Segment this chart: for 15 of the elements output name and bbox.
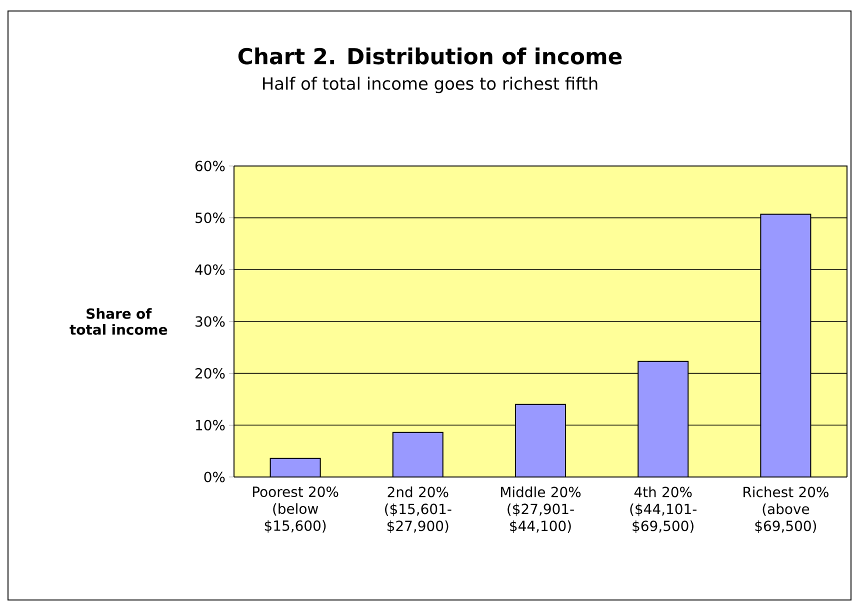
chart-subtitle: Half of total income goes to richest fifth <box>263 76 598 94</box>
y-tick-label: 30% <box>196 316 225 327</box>
y-tick-label: 50% <box>196 212 225 224</box>
x-tick-label: Poorest 20% (below $15,600) <box>252 486 338 533</box>
y-axis-title: Share of total income <box>70 308 168 335</box>
y-tick-label: 0% <box>204 472 225 482</box>
y-tick-label: 10% <box>196 420 225 430</box>
chart-title: Chart 2. Distribution of income <box>238 48 622 64</box>
x-tick-label: 2nd 20% ($15,601- $27,900) <box>385 486 452 534</box>
y-tick-label: 40% <box>195 264 225 275</box>
x-tick-label: 4th 20% ($44,101- $69,500) <box>630 486 696 534</box>
x-tick-label: Middle 20% ($27,901- $44,100) <box>501 486 581 534</box>
y-tick-label: 20% <box>196 368 225 379</box>
y-tick-label: 60% <box>195 160 225 172</box>
x-tick-label: Richest 20% (above $69,500) <box>744 486 828 534</box>
